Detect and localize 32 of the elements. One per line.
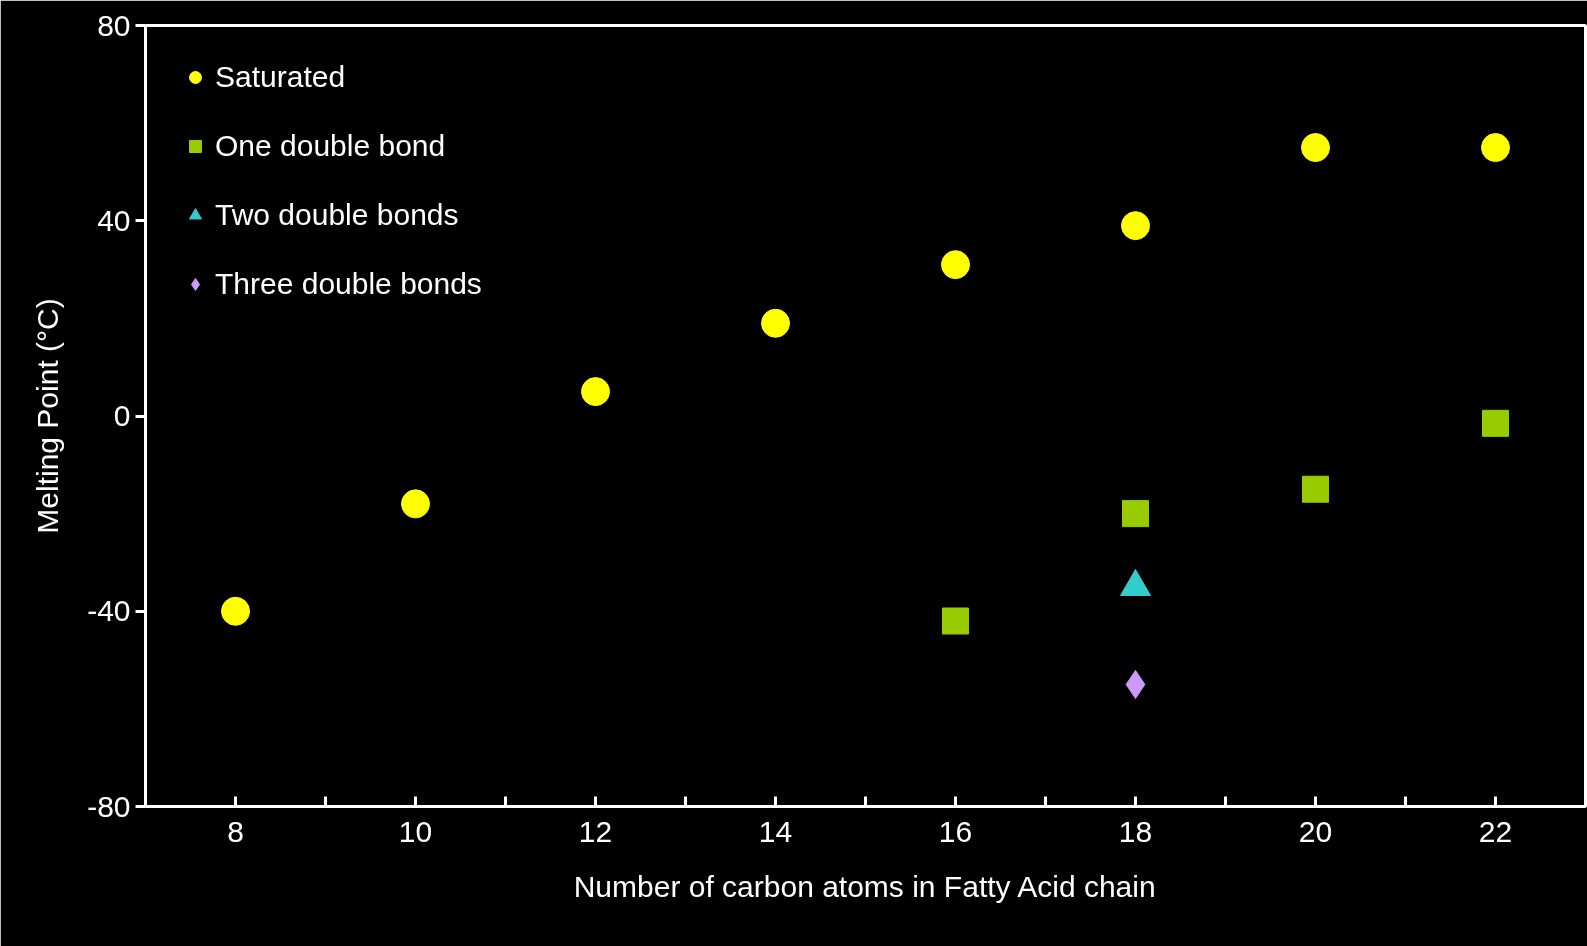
point: [1121, 211, 1150, 241]
point: [1301, 133, 1330, 162]
x-tick-label: 16: [938, 814, 973, 848]
x-tick-label: 8: [227, 814, 244, 848]
x-tick-label: 20: [1298, 814, 1333, 848]
x-tick-label: 14: [758, 814, 793, 848]
legend-label: Saturated: [215, 60, 346, 94]
x-tick-label: 10: [398, 814, 433, 848]
y-tick-label: -40: [87, 594, 131, 628]
legend-label: Three double bonds: [215, 267, 482, 301]
point: [1481, 133, 1510, 162]
point: [761, 308, 790, 338]
y-tick-label: 0: [113, 399, 131, 432]
point: [581, 377, 610, 407]
point: [1125, 669, 1146, 699]
point: [401, 489, 430, 519]
point: [942, 607, 969, 635]
y-axis-title: Melting Point (°C): [31, 298, 65, 534]
x-tick-label: 12: [578, 814, 613, 848]
legend-label: Two double bonds: [215, 198, 459, 232]
legend-label: One double bond: [215, 129, 446, 163]
y-tick-label: 40: [97, 203, 131, 237]
x-axis-title: Number of carbon atoms in Fatty Acid chain: [573, 869, 1156, 903]
point: [221, 596, 250, 626]
x-tick-label: 18: [1118, 814, 1153, 848]
y-tick-label: 80: [97, 8, 131, 42]
x-tick-label: 22: [1478, 814, 1513, 848]
y-tick-label: -80: [87, 789, 131, 823]
point: [1482, 409, 1509, 437]
point: [941, 250, 970, 280]
point: [1302, 475, 1329, 503]
point: [1122, 500, 1149, 528]
